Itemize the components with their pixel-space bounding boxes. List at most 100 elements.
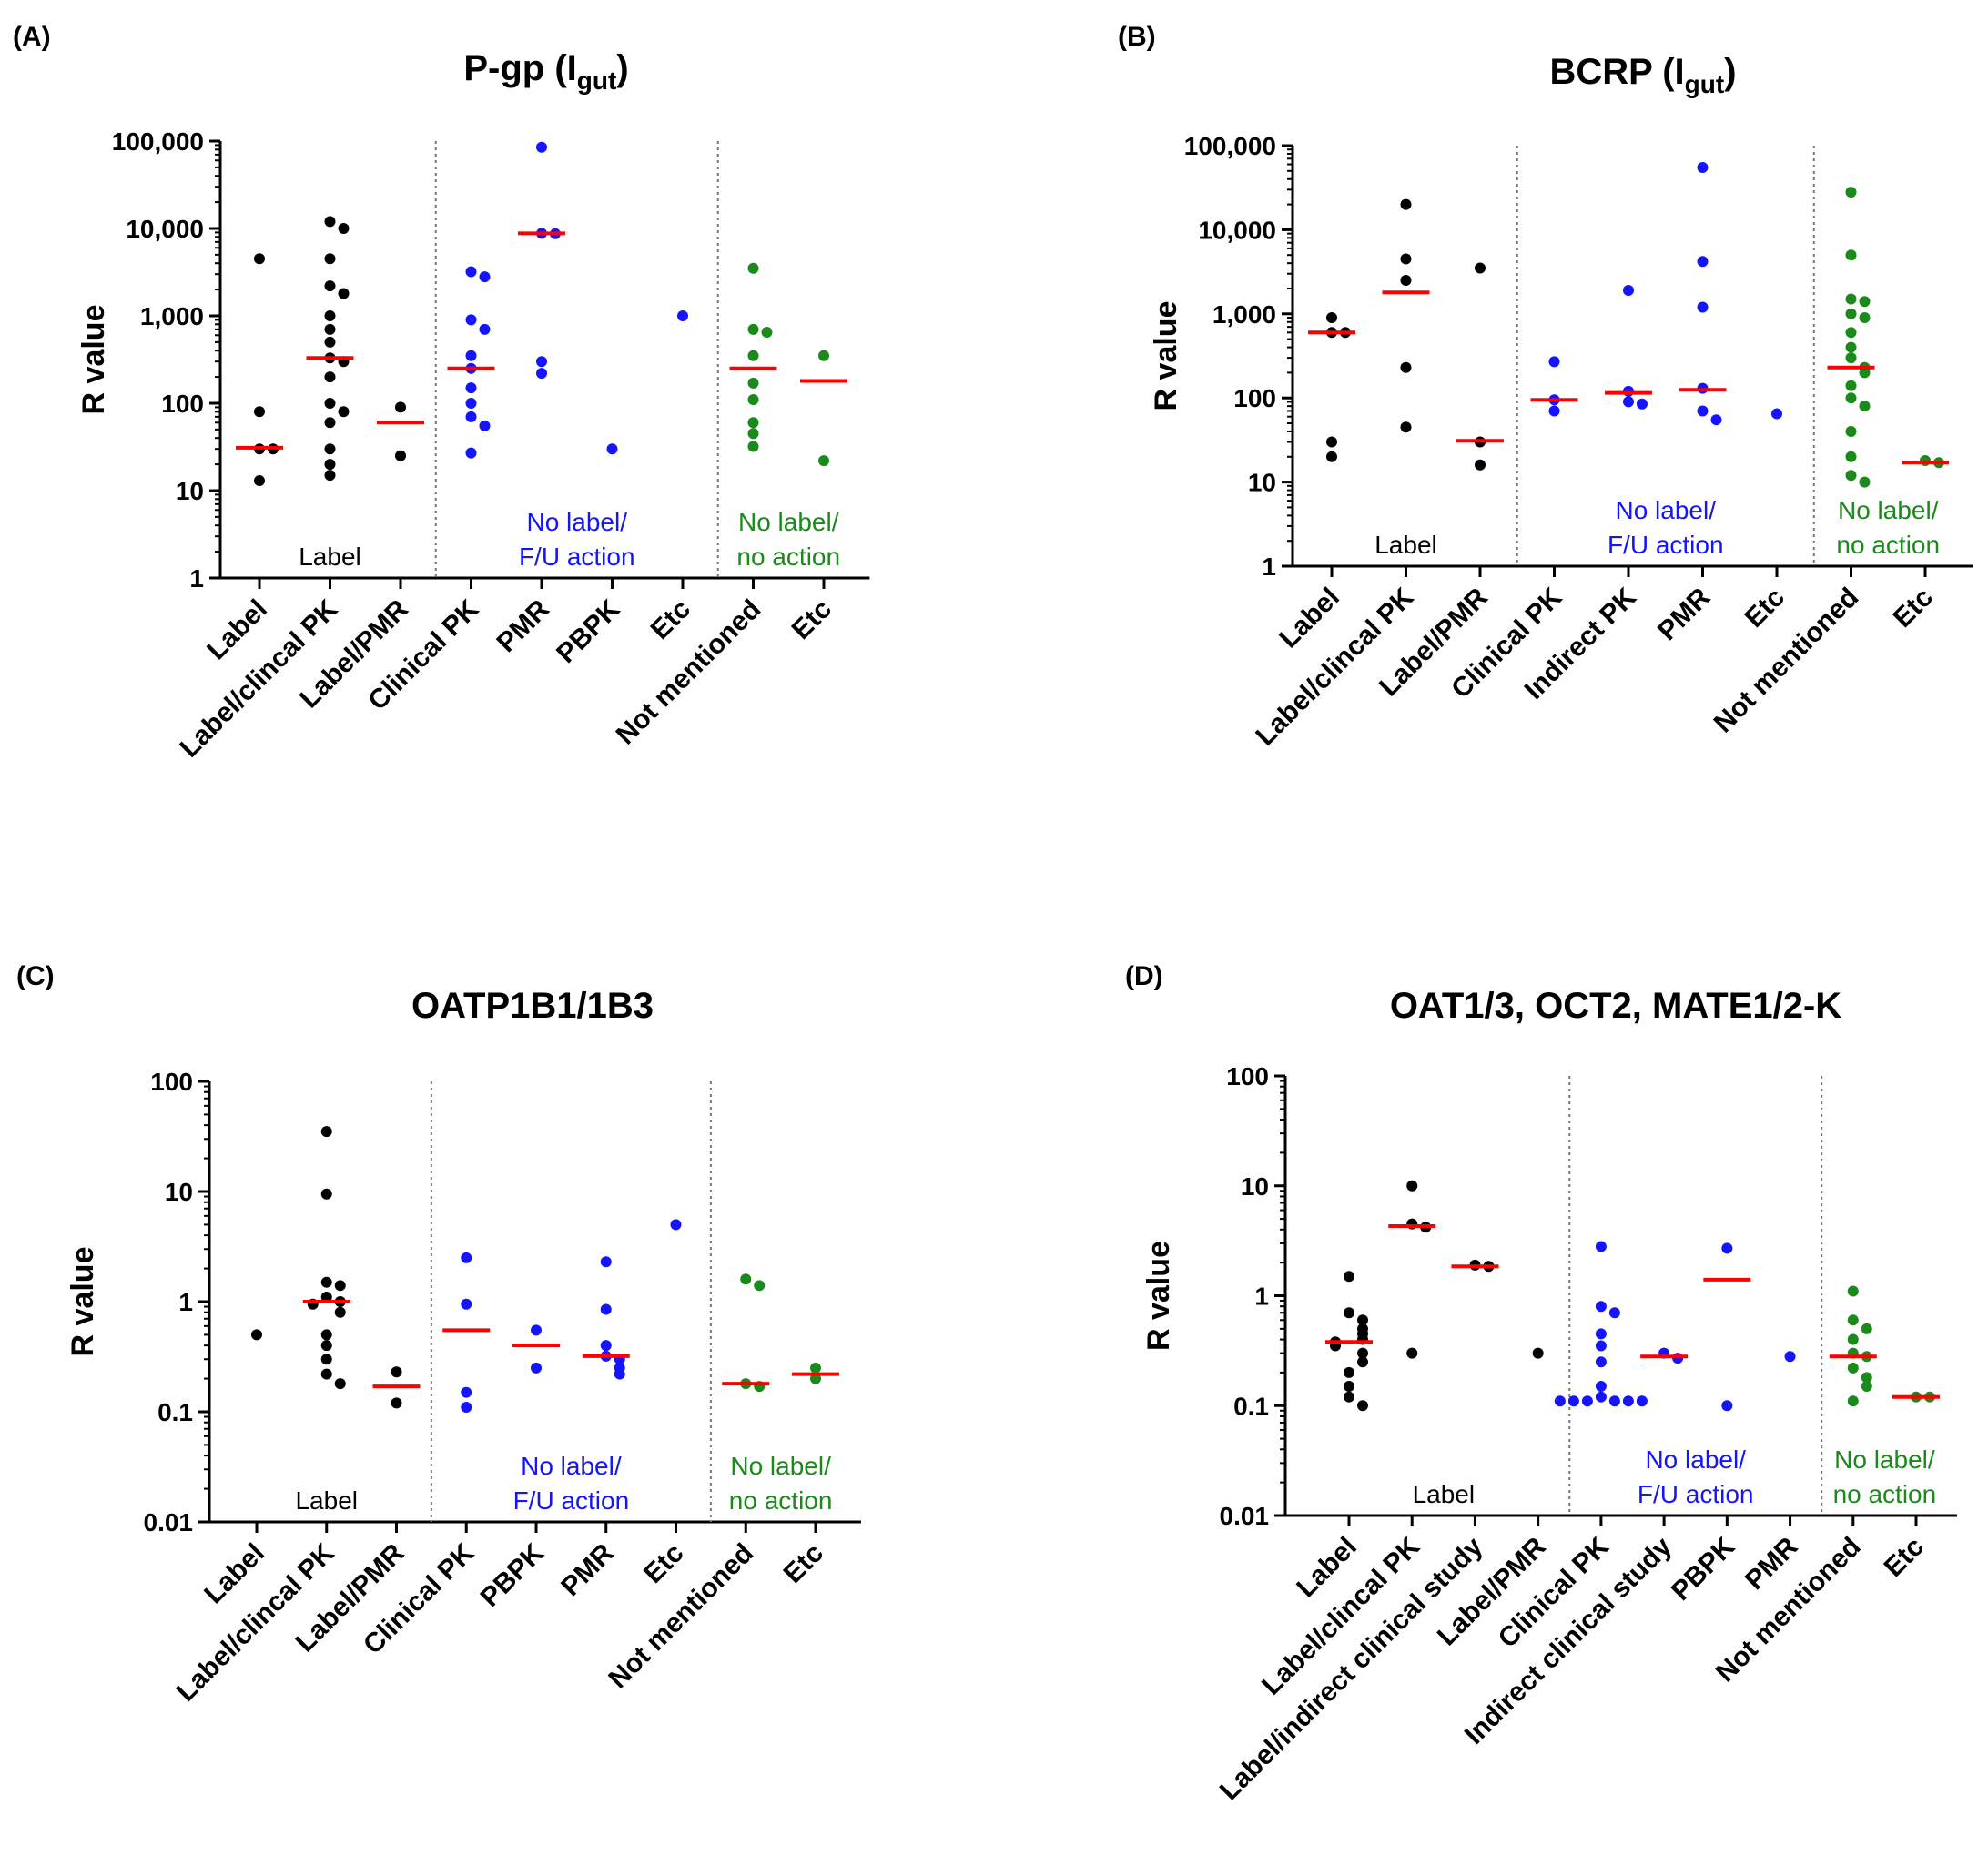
group-label: No label/ — [526, 508, 627, 536]
data-point — [324, 336, 336, 348]
data-point — [1859, 401, 1871, 412]
data-point — [465, 411, 477, 422]
data-point — [1845, 451, 1857, 462]
data-point — [1861, 1372, 1872, 1384]
y-tick-label: 1 — [1262, 553, 1276, 581]
data-point — [1859, 476, 1871, 488]
panel-label: (D) — [1125, 961, 1163, 991]
y-axis-label: R value — [66, 1247, 100, 1357]
group-label: no action — [729, 1486, 833, 1515]
data-point — [324, 470, 336, 482]
data-point — [1845, 352, 1857, 364]
data-point — [324, 371, 336, 383]
y-tick-label: 0.01 — [1220, 1502, 1270, 1530]
data-point — [1845, 327, 1857, 339]
data-point — [1344, 1366, 1354, 1378]
y-tick-label: 1,000 — [140, 302, 204, 330]
group-label: No label/ — [738, 508, 839, 536]
x-tick-label: Etc — [645, 594, 696, 645]
data-point — [747, 323, 759, 335]
chart-title: OAT1/3, OCT2, MATE1/2-K — [1390, 986, 1841, 1026]
data-point — [1845, 293, 1857, 305]
data-point — [606, 443, 618, 455]
data-point — [320, 1368, 332, 1380]
data-point — [1554, 1395, 1566, 1407]
data-point — [1771, 408, 1782, 420]
data-point — [818, 350, 829, 361]
group-label: F/U action — [1638, 1480, 1754, 1508]
data-point — [1721, 1242, 1733, 1254]
title-subscript: gut — [1685, 70, 1725, 98]
data-point — [1400, 361, 1412, 373]
title-suffix: ) — [1724, 52, 1736, 92]
data-point — [1697, 161, 1709, 173]
data-point — [391, 1397, 402, 1409]
data-point — [465, 398, 477, 409]
data-point — [1861, 1323, 1872, 1334]
group-label: No label/ — [1645, 1445, 1746, 1474]
data-point — [1845, 341, 1857, 353]
x-tick-label: PMR — [555, 1537, 620, 1602]
x-tick-label: Label — [1273, 583, 1345, 654]
y-tick-label: 10 — [176, 477, 204, 505]
y-tick-label: 10 — [1248, 469, 1276, 497]
y-tick-label: 100,000 — [112, 127, 204, 156]
data-point — [600, 1303, 612, 1315]
panel-c: (C) OATP1B1/1B3 R value 0.01 0.1 1 10 100 Label N… — [16, 961, 861, 1708]
chart-title: P-gp (Igut) — [463, 48, 628, 95]
data-point — [1847, 1395, 1859, 1407]
data-point — [479, 271, 491, 283]
data-point — [1622, 1395, 1634, 1407]
data-point — [465, 382, 477, 394]
data-point — [1595, 1391, 1607, 1403]
y-tick-label: 10,000 — [126, 215, 204, 243]
data-point — [334, 1280, 346, 1292]
x-tick-label: PBPK — [551, 593, 626, 669]
x-tick-label: Etc — [786, 594, 837, 645]
data-point — [740, 1273, 752, 1285]
panel-label: (C) — [16, 961, 55, 991]
data-point — [670, 1219, 682, 1231]
data-point — [479, 420, 491, 431]
y-tick-label: 0.1 — [1233, 1392, 1269, 1420]
data-point — [747, 377, 759, 389]
panel-b: (B) BCRP (Igut) R value 1 10 100 1,000 10,000 10… — [1118, 22, 1973, 752]
data-point — [1784, 1351, 1796, 1363]
chart-title: OATP1B1/1B3 — [411, 986, 654, 1026]
data-point — [320, 1126, 332, 1138]
data-point — [754, 1280, 766, 1292]
y-axis-label: R value — [1149, 301, 1183, 411]
data-point — [1845, 470, 1857, 482]
data-point — [320, 1340, 332, 1352]
data-point — [320, 1291, 332, 1303]
data-point — [1859, 296, 1871, 308]
data-point — [1595, 1328, 1607, 1340]
data-point — [677, 310, 688, 321]
x-tick-label: Etc — [1879, 1532, 1930, 1583]
y-tick-label: 0.1 — [157, 1398, 193, 1426]
data-point — [338, 288, 350, 299]
data-point — [1548, 405, 1560, 417]
data-point — [747, 428, 759, 440]
data-point — [1697, 301, 1709, 313]
data-point — [320, 1276, 332, 1288]
data-point — [324, 398, 336, 409]
data-point — [747, 262, 759, 274]
data-point — [1845, 425, 1857, 437]
data-point — [338, 406, 350, 418]
y-tick-label: 0.01 — [144, 1508, 194, 1536]
group-label: No label/ — [1838, 496, 1939, 524]
data-point — [1595, 1241, 1607, 1252]
y-tick-label: 100 — [1226, 1062, 1269, 1090]
y-tick-label: 1 — [178, 1288, 193, 1316]
data-point — [1608, 1395, 1620, 1407]
data-point — [536, 356, 547, 368]
group-label: F/U action — [513, 1486, 630, 1515]
data-point — [1567, 1395, 1579, 1407]
data-point — [254, 253, 265, 265]
data-point — [1400, 253, 1412, 265]
data-point — [324, 310, 336, 321]
data-point — [747, 394, 759, 406]
